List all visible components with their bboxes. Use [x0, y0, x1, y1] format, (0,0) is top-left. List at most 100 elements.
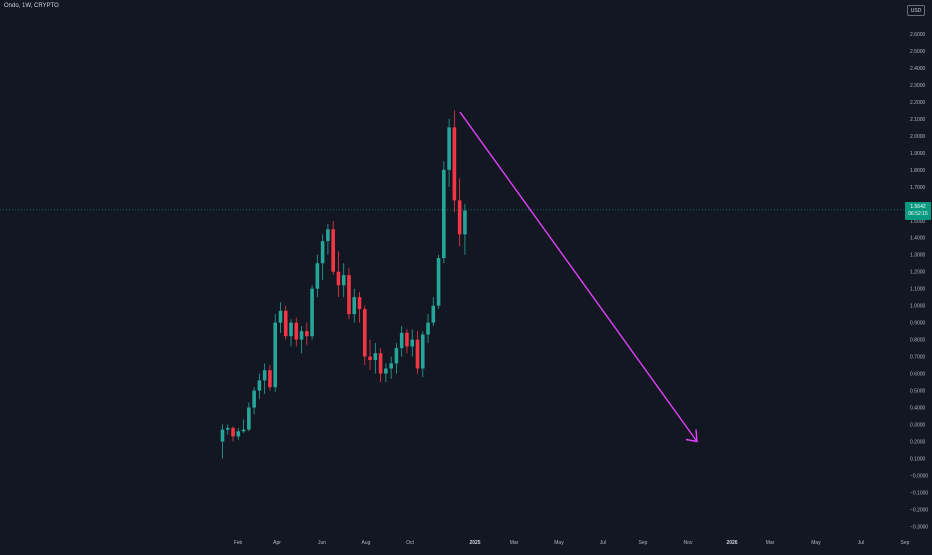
candle	[326, 224, 330, 255]
arrow-head[interactable]	[685, 429, 698, 443]
bar-countdown: 06:52:15	[908, 211, 928, 217]
candle-body	[315, 263, 320, 289]
candle	[320, 234, 325, 281]
candle	[394, 343, 399, 374]
time-axis[interactable]: Feb Apr Jun Aug Oct 2025 Mar May Jul Sep Nov 2026 Ma…	[234, 540, 910, 546]
price-tick-label: 0.9000	[910, 321, 926, 327]
candle	[273, 314, 277, 393]
time-tick-label: Jun	[318, 540, 326, 546]
candle-body	[368, 356, 372, 360]
candle-body	[373, 353, 378, 360]
candle	[431, 297, 436, 327]
candle-body	[378, 353, 383, 374]
candle-body	[231, 427, 235, 437]
candle-body	[352, 297, 357, 315]
candle-body	[431, 305, 436, 323]
candle-body	[389, 363, 393, 369]
candle	[442, 161, 446, 264]
candle-body	[225, 427, 230, 430]
candle	[310, 285, 314, 340]
time-tick-label: Sep	[901, 540, 910, 546]
candle	[373, 343, 378, 374]
price-tick-label: 0.6000	[910, 372, 926, 378]
time-tick-label: Mar	[766, 540, 775, 546]
candle	[268, 365, 272, 391]
candle-body	[452, 127, 457, 201]
time-tick-label: Nov	[684, 540, 693, 546]
candle-body	[410, 339, 415, 347]
candle	[294, 317, 299, 347]
candle	[347, 268, 351, 320]
price-axis[interactable]: 2.6000 2.5000 2.4000 2.3000 2.2000 2.1000 2.00…	[910, 32, 928, 530]
candle	[336, 251, 341, 298]
candle	[357, 292, 362, 323]
time-tick-label: May	[811, 540, 821, 546]
candle-body	[252, 390, 256, 408]
candle	[262, 363, 267, 394]
candle	[220, 424, 225, 459]
currency-button[interactable]: USD	[907, 5, 925, 16]
symbol-title[interactable]: Ondo, 1W, CRYPTO	[4, 3, 59, 9]
candle	[225, 424, 230, 435]
price-tick-label: −0.0000	[910, 473, 928, 479]
candle-body	[341, 275, 346, 286]
candle-body	[241, 429, 246, 432]
candle-body	[262, 370, 267, 381]
time-tick-label: 2026	[726, 540, 737, 546]
candle-body	[257, 380, 262, 391]
candle	[384, 363, 388, 383]
projection-arrow[interactable]	[459, 111, 698, 443]
last-price-tag: 1.5642 06:52:15	[905, 202, 931, 220]
candle	[352, 288, 357, 323]
candle-body	[320, 241, 325, 264]
candle	[452, 110, 457, 213]
price-tick-label: 2.6000	[910, 32, 926, 38]
candle-body	[447, 127, 451, 170]
time-tick-label: May	[554, 540, 564, 546]
candles-layer	[220, 110, 467, 459]
candle	[463, 203, 467, 255]
candle-body	[442, 169, 446, 259]
price-tick-label: 0.4000	[910, 406, 926, 412]
price-tick-label: 0.7000	[910, 355, 926, 361]
price-tick-label: 2.2000	[910, 100, 926, 106]
candle-body	[436, 258, 441, 306]
candle-body	[247, 407, 251, 430]
candle	[436, 254, 441, 310]
candle-body	[299, 331, 304, 340]
candle	[315, 254, 320, 298]
candle-body	[331, 229, 335, 272]
candle	[389, 356, 393, 379]
candle-body	[283, 310, 288, 337]
price-tick-label: 1.3000	[910, 253, 926, 259]
candle	[331, 220, 335, 276]
candle-body	[347, 275, 351, 315]
price-tick-label: 1.9000	[910, 151, 926, 157]
candle-body	[268, 370, 272, 388]
price-tick-label: 1.7000	[910, 185, 926, 191]
candle-body	[426, 322, 430, 335]
candle	[415, 331, 420, 374]
candle-body	[399, 332, 404, 349]
candle-body	[336, 271, 341, 286]
time-tick-label: Feb	[234, 540, 243, 546]
candle-body	[305, 331, 309, 337]
time-tick-label: Apr	[273, 540, 281, 546]
arrow-shaft[interactable]	[459, 111, 698, 442]
candle-body	[420, 334, 425, 369]
time-tick-label: Aug	[362, 540, 371, 546]
candle	[420, 331, 425, 377]
candle-body	[294, 322, 299, 340]
candle	[252, 387, 256, 415]
candle-body	[405, 332, 409, 347]
candle-body	[384, 368, 388, 374]
candle	[299, 326, 304, 354]
candle	[399, 326, 404, 357]
time-tick-label: Jul	[858, 540, 864, 546]
price-tick-label: 2.0000	[910, 134, 926, 140]
candle-body	[463, 210, 467, 235]
price-tick-label: −0.3000	[910, 524, 928, 530]
candle	[231, 426, 235, 442]
